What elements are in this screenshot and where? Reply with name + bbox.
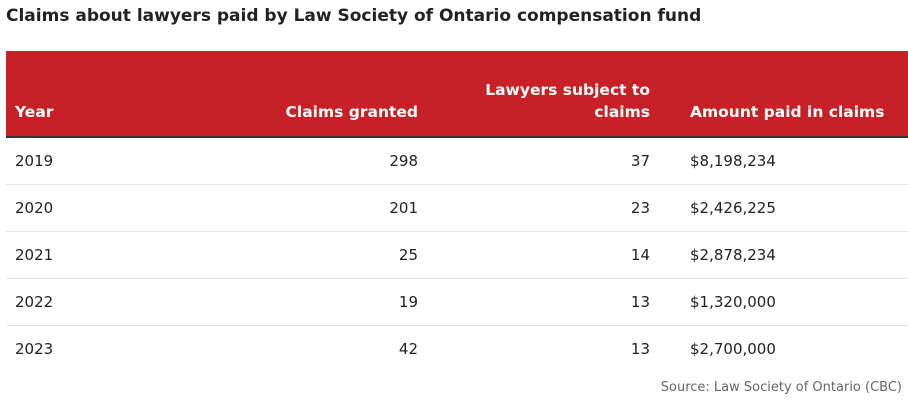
table-row: 2019 298 37 $8,198,234 <box>6 137 908 185</box>
cell-year: 2019 <box>6 137 145 185</box>
header-claims-granted: Claims granted <box>145 51 418 138</box>
header-lawyers-subject: Lawyers subject to claims <box>418 51 650 138</box>
cell-lawyers-subject: 23 <box>418 184 650 232</box>
cell-claims-granted: 298 <box>145 137 418 185</box>
cell-year: 2020 <box>6 184 145 232</box>
cell-claims-granted: 19 <box>145 278 418 326</box>
header-lawyers-subject-label: Lawyers subject to claims <box>485 81 650 121</box>
cell-claims-granted: 201 <box>145 184 418 232</box>
cell-year: 2023 <box>15 340 54 358</box>
cell-lawyers-subject: 13 <box>418 278 650 326</box>
table-body: 2019 298 37 $8,198,234 2020 201 23 $2,42… <box>6 137 908 372</box>
cell-amount-paid: $2,878,234 <box>650 231 908 279</box>
cell-amount-paid: $2,700,000 <box>690 340 776 358</box>
cell-lawyers-subject: 37 <box>418 137 650 185</box>
table-header: Year Claims granted Lawyers subject to c… <box>6 51 908 138</box>
table-row: 2022 19 13 $1,320,000 <box>6 278 908 326</box>
source-note: Source: Law Society of Ontario (CBC) <box>660 380 902 395</box>
cell-year: 2022 <box>6 278 145 326</box>
cell-claims-granted: 25 <box>145 231 418 279</box>
cell-lawyers-subject: 13 <box>630 340 650 358</box>
page-title: Claims about lawyers paid by Law Society… <box>6 6 702 26</box>
header-row: Year Claims granted Lawyers subject to c… <box>6 51 908 138</box>
table-row: 2023 42 13 $2,700,000 <box>6 326 908 373</box>
cell-claims-granted: 42 <box>398 340 418 358</box>
cell-lawyers-subject: 14 <box>418 231 650 279</box>
table-row: 2021 25 14 $2,878,234 <box>6 231 908 279</box>
header-year: Year <box>6 51 145 138</box>
claims-table: Year Claims granted Lawyers subject to c… <box>6 51 908 372</box>
table-row: 2020 201 23 $2,426,225 <box>6 184 908 232</box>
header-amount-paid: Amount paid in claims <box>650 51 908 138</box>
cell-amount-paid: $1,320,000 <box>650 278 908 326</box>
cell-amount-paid: $2,426,225 <box>650 184 908 232</box>
cell-amount-paid: $8,198,234 <box>650 137 908 185</box>
cell-year: 2021 <box>6 231 145 279</box>
